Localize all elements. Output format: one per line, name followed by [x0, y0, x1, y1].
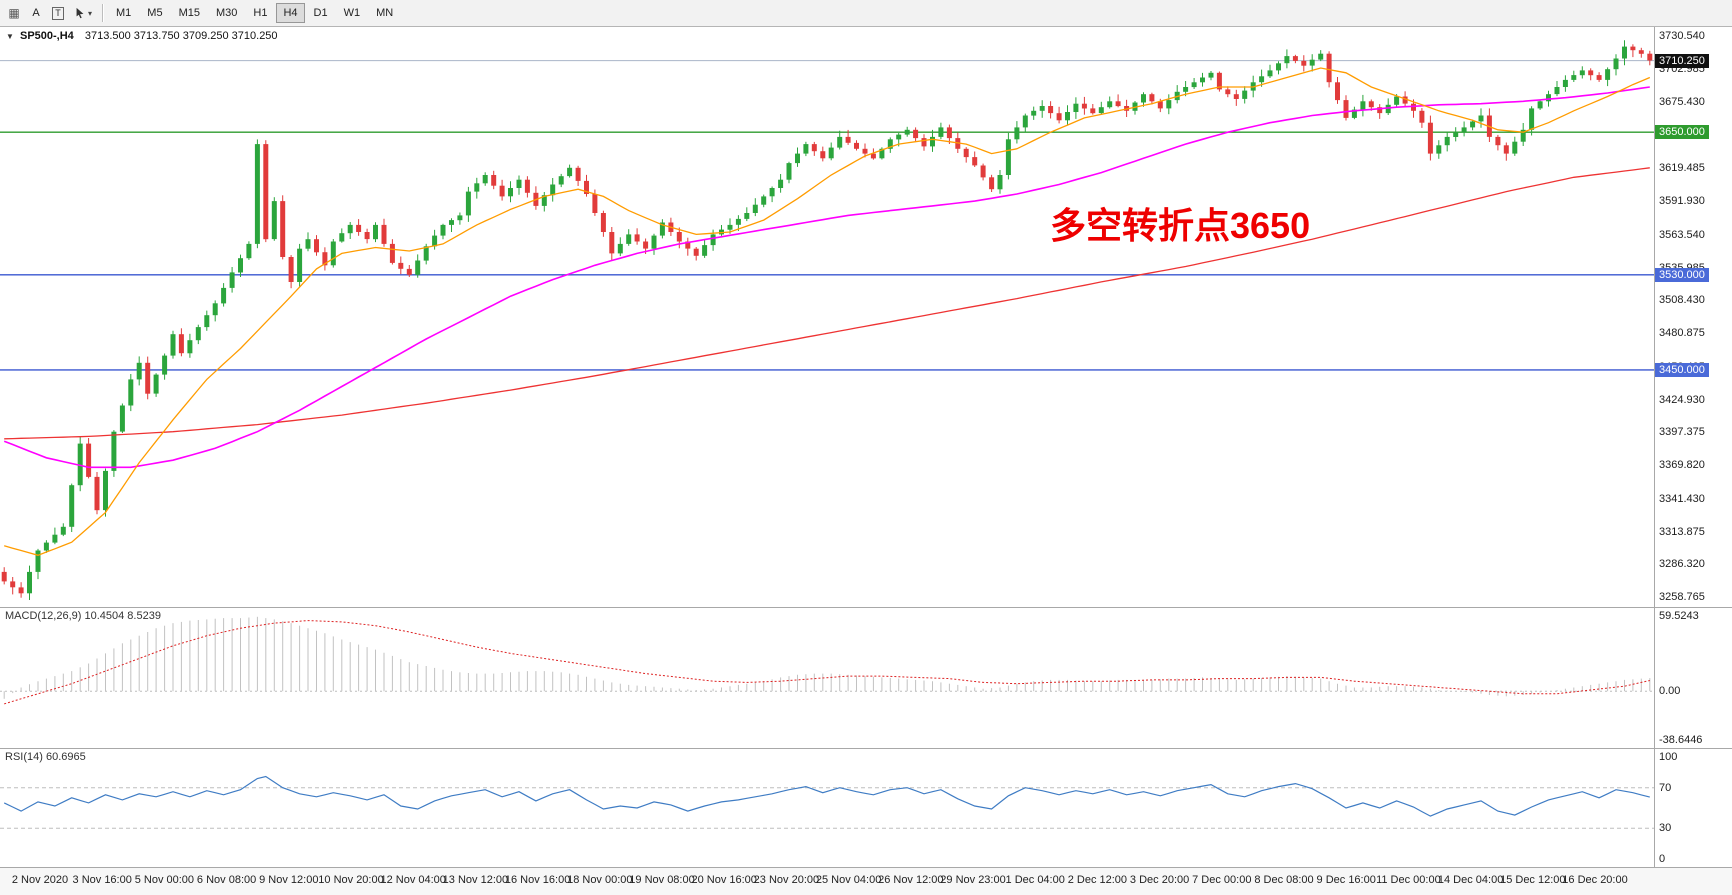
time-axis-label: 29 Nov 23:00	[940, 874, 1006, 886]
main-chart-panel: ▼ SP500-,H4 3713.500 3713.750 3709.250 3…	[0, 27, 1732, 608]
symbol-info: ▼ SP500-,H4 3713.500 3713.750 3709.250 3…	[6, 30, 278, 42]
time-axis-label: 2 Nov 2020	[11, 874, 69, 886]
time-axis-label: 19 Nov 08:00	[629, 874, 695, 886]
price-badge: 3710.250	[1655, 53, 1709, 68]
time-axis-label: 3 Nov 16:00	[72, 874, 132, 886]
time-axis-label: 10 Nov 20:00	[318, 874, 384, 886]
axis-label: 3591.930	[1659, 195, 1705, 208]
axis-label: 3369.820	[1659, 459, 1705, 472]
text-tool-button[interactable]: A	[25, 3, 47, 23]
macd-axis[interactable]: 59.5243 0.00 -38.6446	[1654, 608, 1732, 748]
axis-label: 3258.765	[1659, 591, 1705, 604]
price-badge: 3450.000	[1655, 362, 1709, 377]
time-axis-label: 9 Nov 12:00	[259, 874, 319, 886]
axis-label: 3619.485	[1659, 162, 1705, 175]
time-axis-label: 9 Dec 16:00	[1316, 874, 1376, 886]
dropdown-caret-icon: ▾	[88, 8, 93, 18]
timeframe-button-h1[interactable]: H1	[246, 3, 274, 23]
timeframe-button-h4[interactable]: H4	[276, 3, 305, 23]
collapse-icon[interactable]: ▼	[6, 32, 14, 41]
cursor-tool-button[interactable]: ▾	[69, 3, 97, 23]
price-axis[interactable]: 3730.5403702.9853675.4303647.8753619.485…	[1654, 27, 1732, 607]
time-axis-label: 1 Dec 04:00	[1005, 874, 1065, 886]
rsi-panel: RSI(14) 60.6965 100 70 30 0	[0, 749, 1732, 868]
chart-annotation-text[interactable]: 多空转折点3650	[1050, 205, 1311, 246]
grid-icon: ▦	[8, 6, 20, 20]
timeframe-button-m1[interactable]: M1	[109, 3, 138, 23]
axis-label: 3563.540	[1659, 228, 1705, 241]
rsi-label: RSI(14) 60.6965	[5, 751, 86, 763]
axis-label: 30	[1659, 822, 1672, 835]
time-axis-label: 18 Nov 00:00	[567, 874, 633, 886]
time-axis-label: 2 Dec 12:00	[1067, 874, 1128, 886]
time-axis-label: 15 Dec 12:00	[1500, 874, 1566, 886]
axis-label: 3480.875	[1659, 327, 1705, 340]
timeframe-button-m15[interactable]: M15	[172, 3, 207, 23]
time-axis-label: 14 Dec 04:00	[1437, 874, 1504, 886]
time-axis-label: 16 Nov 16:00	[504, 874, 571, 886]
axis-label: 3286.320	[1659, 558, 1705, 571]
time-axis-label: 16 Dec 20:00	[1562, 874, 1628, 886]
time-axis-label: 7 Dec 00:00	[1192, 874, 1252, 886]
time-axis-label: 12 Nov 04:00	[380, 874, 446, 886]
axis-label: 3341.430	[1659, 492, 1705, 505]
timeframe-button-mn[interactable]: MN	[369, 3, 400, 23]
timeframe-toolbar: M1 M5 M15 M30 H1 H4 D1 W1 MN	[108, 3, 401, 23]
label-tool-button[interactable]: T	[47, 3, 69, 23]
time-axis-label: 6 Nov 08:00	[196, 874, 257, 886]
axis-label: 59.5243	[1659, 610, 1699, 623]
toolbar-separator	[102, 4, 104, 22]
text-tool-label: A	[32, 7, 40, 19]
ohlc-readout: 3713.500 3713.750 3709.250 3710.250	[84, 30, 278, 42]
rsi-plot[interactable]	[0, 749, 1654, 867]
label-tool-glyph: T	[52, 6, 64, 20]
rsi-axis[interactable]: 100 70 30 0	[1654, 749, 1732, 867]
axis-label: 0	[1659, 852, 1666, 865]
axis-label: 70	[1659, 781, 1672, 794]
time-axis[interactable]: 2 Nov 2020 3 Nov 16:00 5 Nov 00:00 6 Nov 08…	[0, 868, 1732, 895]
main-price-plot[interactable]	[0, 27, 1654, 607]
price-badge: 3530.000	[1655, 267, 1709, 282]
time-axis-label: 3 Dec 20:00	[1129, 874, 1190, 886]
axis-label: 3313.875	[1659, 525, 1705, 538]
timeframe-button-m30[interactable]: M30	[209, 3, 244, 23]
timeframe-button-m5[interactable]: M5	[140, 3, 169, 23]
symbol-period-label: SP500-,H4	[19, 30, 74, 42]
macd-panel: MACD(12,26,9) 10.4504 8.5239 59.5243 0.00…	[0, 608, 1732, 749]
timeframe-button-w1[interactable]: W1	[337, 3, 368, 23]
chart-window: ▼ SP500-,H4 3713.500 3713.750 3709.250 3…	[0, 27, 1732, 895]
time-axis-label: 25 Nov 04:00	[815, 874, 882, 886]
price-badge: 3650.000	[1655, 125, 1709, 140]
toolbar: ▦ A T ▾ M1 M5 M15 M30 H1 H4 D1 W1 MN	[0, 0, 1732, 27]
cursor-icon	[76, 7, 84, 19]
time-axis-label: 13 Nov 12:00	[442, 874, 509, 886]
time-axis-label: 11 Dec 00:00	[1376, 874, 1441, 886]
macd-label: MACD(12,26,9) 10.4504 8.5239	[5, 610, 161, 622]
axis-label: -38.6446	[1659, 733, 1703, 746]
time-axis-label: 5 Nov 00:00	[134, 874, 195, 886]
time-axis-label: 20 Nov 16:00	[691, 874, 757, 886]
axis-label: 3675.430	[1659, 95, 1705, 108]
axis-label: 3397.375	[1659, 426, 1705, 439]
axis-label: 3508.430	[1659, 294, 1705, 307]
axis-label: 0.00	[1659, 685, 1681, 698]
axis-label: 100	[1659, 751, 1678, 764]
time-axis-label: 8 Dec 08:00	[1254, 874, 1314, 886]
axis-label: 3424.930	[1659, 393, 1705, 406]
axis-label: 3730.540	[1659, 30, 1705, 43]
time-axis-label: 26 Nov 12:00	[878, 874, 944, 886]
macd-plot[interactable]	[0, 608, 1654, 748]
time-axis-label: 23 Nov 20:00	[753, 874, 820, 886]
timeframe-button-d1[interactable]: D1	[307, 3, 335, 23]
chart-list-button[interactable]: ▦	[3, 3, 25, 23]
